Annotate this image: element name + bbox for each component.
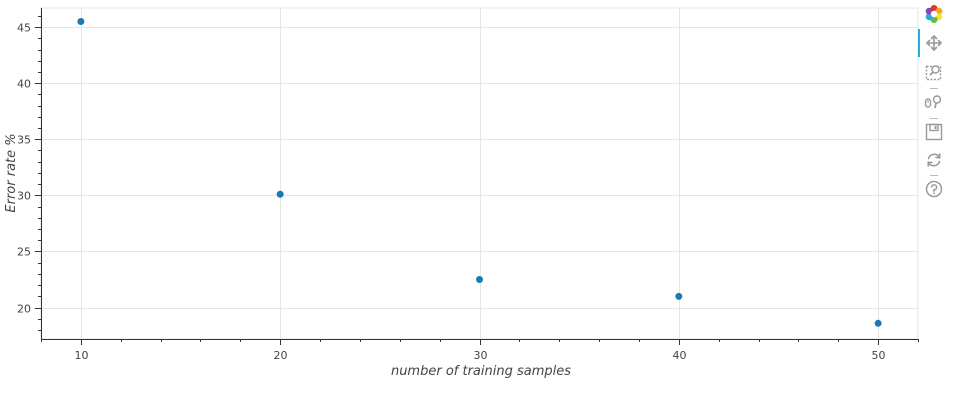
save-icon[interactable] [922,120,946,144]
data-point [874,319,882,327]
tick-labels: 10 20 30 40 50 20 25 30 35 40 45 [17,22,886,363]
box-zoom-icon[interactable] [922,60,946,84]
active-tool-indicator [918,29,920,57]
x-tick-label: 20 [274,349,288,362]
x-tick-label: 40 [673,349,687,362]
axes [35,8,919,345]
plot-toolbar [918,2,950,212]
bokeh-logo-icon[interactable] [922,2,946,26]
toolbar-separator [930,88,938,89]
x-tick-label: 30 [474,349,488,362]
toolbar-separator [930,118,938,119]
y-axis-title: Error rate % [4,133,19,212]
y-tick-label: 20 [17,303,31,316]
reset-icon[interactable] [922,148,946,172]
x-tick-label: 50 [872,349,886,362]
y-tick-label: 35 [17,134,31,147]
data-point [675,292,683,300]
plot-frame [40,7,919,340]
data-point [276,190,284,198]
data-points [77,17,882,327]
x-axis-title: number of training samples [391,364,571,379]
help-icon[interactable] [922,177,946,201]
wheel-zoom-icon[interactable] [922,90,946,114]
toolbar-separator [930,175,938,176]
data-point [77,17,85,25]
y-tick-label: 40 [17,78,31,91]
x-tick-label: 10 [75,349,89,362]
y-tick-label: 25 [17,246,31,259]
y-tick-label: 45 [17,22,31,35]
grid-lines [40,7,919,340]
y-tick-label: 30 [17,190,31,203]
data-point [476,276,483,284]
pan-icon[interactable] [922,31,946,55]
